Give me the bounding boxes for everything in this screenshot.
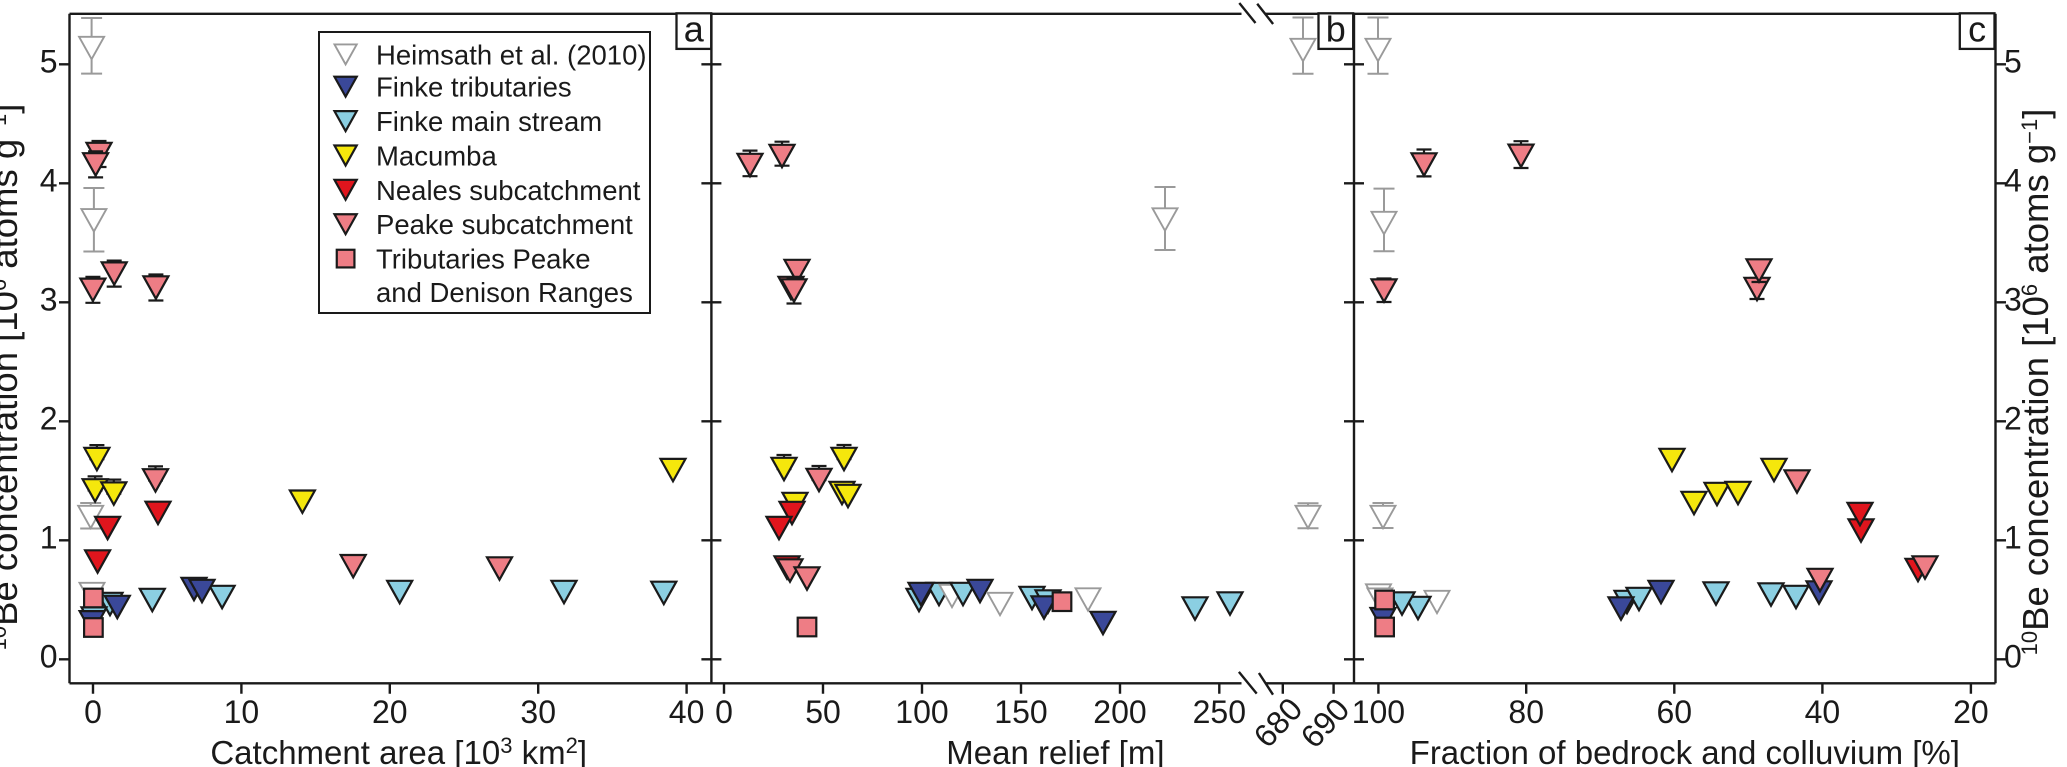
- svg-text:1: 1: [2004, 519, 2022, 555]
- svg-text:40: 40: [1805, 694, 1841, 730]
- svg-text:60: 60: [1657, 694, 1693, 730]
- svg-text:10​Be concentration [106​ atom: 10​Be concentration [106​ atoms g−1​]: [0, 104, 25, 651]
- svg-text:150: 150: [994, 694, 1047, 730]
- svg-text:4: 4: [2004, 162, 2022, 198]
- svg-text:Mean relief [m]: Mean relief [m]: [946, 734, 1164, 767]
- svg-text:100: 100: [1352, 694, 1405, 730]
- svg-text:2: 2: [40, 400, 58, 436]
- svg-text:b: b: [1326, 9, 1346, 50]
- svg-text:50: 50: [805, 694, 841, 730]
- svg-text:5: 5: [40, 43, 58, 79]
- svg-text:Fraction of bedrock and colluv: Fraction of bedrock and colluvium [%]: [1410, 734, 1960, 767]
- svg-text:80: 80: [1508, 694, 1544, 730]
- svg-text:100: 100: [895, 694, 948, 730]
- svg-text:40: 40: [669, 694, 705, 730]
- svg-text:250: 250: [1193, 694, 1246, 730]
- svg-text:Heimsath et al. (2010): Heimsath et al. (2010): [376, 39, 647, 70]
- svg-text:Catchment area [103​ km2​]: Catchment area [103​ km2​]: [210, 733, 587, 767]
- svg-text:20: 20: [372, 694, 408, 730]
- svg-text:0: 0: [84, 694, 102, 730]
- svg-text:Neales subcatchment: Neales subcatchment: [376, 175, 641, 206]
- svg-text:2: 2: [2004, 400, 2022, 436]
- svg-text:30: 30: [520, 694, 556, 730]
- svg-text:0: 0: [40, 638, 58, 674]
- svg-text:a: a: [684, 9, 705, 50]
- svg-text:3: 3: [2004, 281, 2022, 317]
- svg-text:200: 200: [1093, 694, 1146, 730]
- svg-text:10: 10: [224, 694, 260, 730]
- svg-text:Tributaries Peake: Tributaries Peake: [376, 244, 591, 275]
- svg-text:20: 20: [1953, 694, 1989, 730]
- svg-text:Macumba: Macumba: [376, 141, 497, 172]
- svg-text:3: 3: [40, 281, 58, 317]
- svg-text:0: 0: [2004, 638, 2022, 674]
- svg-text:and Denison Ranges: and Denison Ranges: [376, 277, 633, 308]
- svg-text:5: 5: [2004, 43, 2022, 79]
- svg-text:1: 1: [40, 519, 58, 555]
- svg-text:Finke main stream: Finke main stream: [376, 106, 602, 137]
- svg-text:Finke tributaries: Finke tributaries: [376, 72, 572, 103]
- svg-text:Peake subcatchment: Peake subcatchment: [376, 209, 633, 240]
- svg-text:4: 4: [40, 162, 58, 198]
- svg-text:10​Be concentration [106​ atom: 10​Be concentration [106​ atoms g−1​]: [2015, 109, 2056, 656]
- svg-text:c: c: [1968, 9, 1986, 50]
- svg-text:0: 0: [715, 694, 733, 730]
